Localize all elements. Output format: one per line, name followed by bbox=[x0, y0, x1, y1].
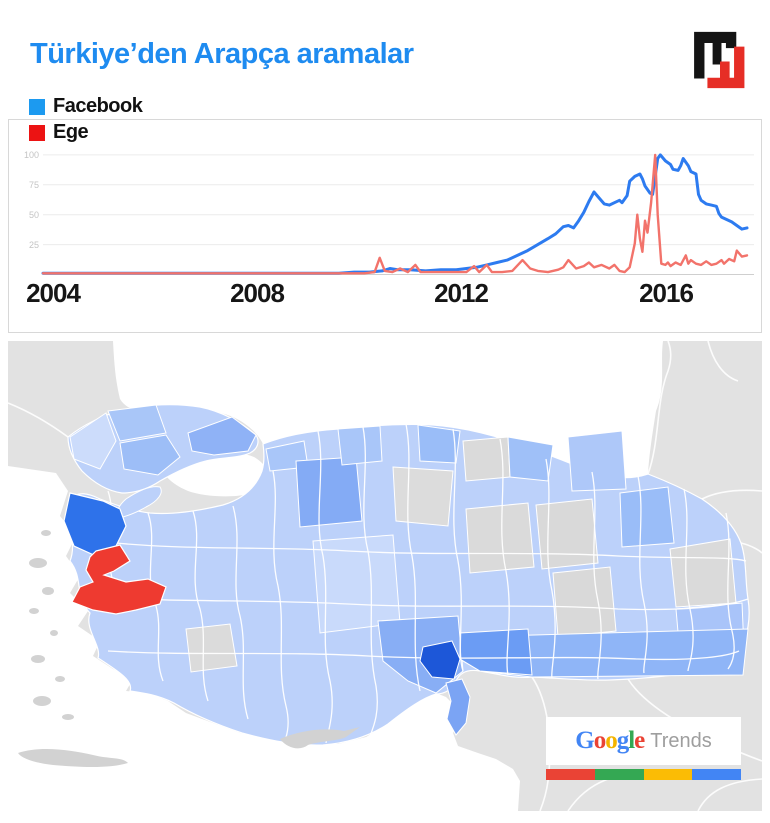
aegean-islands bbox=[18, 530, 360, 767]
google-letter: e bbox=[634, 727, 645, 754]
ege-legend-swatch bbox=[29, 124, 45, 141]
google-color-bar bbox=[546, 769, 741, 780]
province-cell bbox=[295, 456, 363, 528]
island bbox=[29, 558, 47, 568]
hurriyet-logo-black-part bbox=[694, 31, 737, 79]
bar-segment-yellow bbox=[643, 769, 693, 780]
legend-item-facebook: Facebook bbox=[29, 95, 143, 118]
ege-legend-label: Ege bbox=[53, 121, 89, 143]
x-tick-2008: 2008 bbox=[230, 278, 284, 308]
series-lines bbox=[41, 153, 749, 275]
province-cell bbox=[337, 425, 383, 466]
hatay-peninsula bbox=[445, 678, 471, 736]
y-tick-25: 25 bbox=[29, 240, 39, 250]
y-tick-50: 50 bbox=[29, 210, 39, 220]
province-cell bbox=[417, 424, 461, 464]
province-cell bbox=[69, 412, 117, 470]
y-axis-labels: 100 75 50 25 bbox=[24, 150, 39, 250]
google-letter: o bbox=[593, 727, 606, 754]
series-line-facebook bbox=[41, 153, 749, 275]
google-letter: o bbox=[605, 727, 617, 754]
province-cell-no-data bbox=[185, 623, 238, 673]
x-tick-2012: 2012 bbox=[434, 278, 488, 308]
crete-island bbox=[18, 748, 128, 767]
x-tick-2004: 2004 bbox=[26, 278, 81, 308]
province-cell-no-data bbox=[552, 566, 617, 638]
turkey-choropleth-map bbox=[7, 340, 763, 812]
province-cell bbox=[567, 430, 627, 492]
province-shade-cells bbox=[69, 404, 749, 694]
province-cell-no-data bbox=[465, 502, 535, 574]
island bbox=[33, 696, 51, 706]
island bbox=[42, 587, 54, 595]
google-trends-logo: Google Trends bbox=[546, 717, 741, 765]
bar-segment-red bbox=[546, 769, 595, 780]
province-cell-no-data bbox=[392, 466, 454, 527]
trend-chart: 100 75 50 25 2004 2008 2012 2016 bbox=[24, 150, 754, 308]
y-tick-100: 100 bbox=[24, 150, 39, 160]
province-cell bbox=[187, 416, 257, 456]
izmir-red-region bbox=[71, 544, 167, 615]
island bbox=[50, 630, 58, 636]
y-tick-75: 75 bbox=[29, 180, 39, 190]
series-line-ege bbox=[41, 153, 749, 275]
province-cell bbox=[619, 486, 675, 548]
cyprus-island bbox=[280, 727, 360, 749]
island bbox=[55, 676, 65, 682]
aegean-mediterranean-sea bbox=[8, 466, 520, 811]
google-letter: l bbox=[628, 727, 635, 754]
trend-chart-panel: 100 75 50 25 2004 2008 2012 2016 bbox=[8, 119, 762, 333]
province-cell-no-data bbox=[535, 498, 599, 570]
map-svg bbox=[7, 340, 763, 812]
x-axis-labels: 2004 2008 2012 2016 bbox=[26, 278, 694, 308]
x-tick-2016: 2016 bbox=[639, 278, 693, 308]
google-wordmark: Google bbox=[575, 727, 645, 755]
province-cell bbox=[119, 434, 181, 476]
hatay-dark-region bbox=[419, 640, 461, 680]
legend-item-ege: Ege bbox=[29, 121, 89, 144]
trends-label: Trends bbox=[650, 729, 712, 752]
gridlines bbox=[43, 154, 754, 275]
google-letter: g bbox=[616, 727, 629, 754]
province-cell-no-data bbox=[669, 538, 737, 608]
hurriyet-logo-icon bbox=[694, 31, 745, 89]
island bbox=[41, 530, 51, 536]
page-title: Türkiye’den Arapça aramalar bbox=[30, 38, 414, 70]
facebook-legend-swatch bbox=[29, 98, 45, 115]
facebook-legend-label: Facebook bbox=[53, 95, 143, 117]
province-cell bbox=[107, 404, 167, 442]
island bbox=[62, 714, 74, 720]
bar-segment-green bbox=[594, 769, 644, 780]
island bbox=[31, 655, 45, 663]
google-letter: G bbox=[575, 727, 594, 754]
island bbox=[29, 608, 39, 614]
bar-segment-blue bbox=[692, 769, 741, 780]
hurriyet-logo-red-part bbox=[707, 46, 745, 89]
